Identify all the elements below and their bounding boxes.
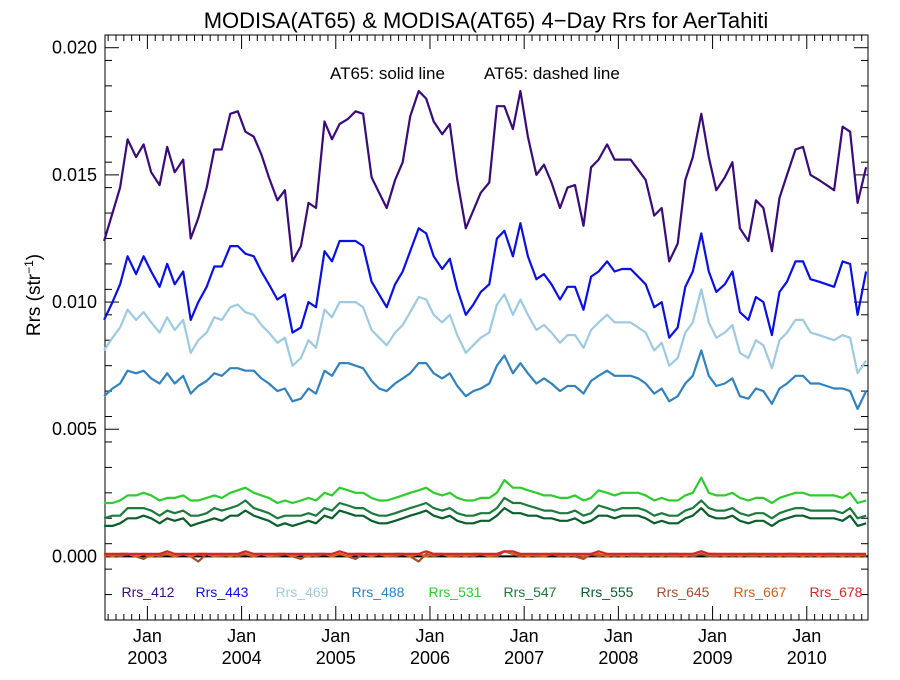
- y-axis-label: Rrs (str−1): [22, 254, 45, 336]
- x-month-label: Jan: [510, 626, 539, 646]
- y-axis-label-main: Rrs (str: [24, 273, 45, 336]
- y-tick-label: 0.005: [52, 419, 97, 439]
- legend-label: Rrs_531: [429, 584, 482, 600]
- legend-label: Rrs_412: [122, 584, 175, 600]
- x-year-label: 2009: [693, 648, 733, 668]
- series-line-rrs-667: [103, 550, 867, 558]
- chart-title: MODISA(AT65) & MODISA(AT65) 4−Day Rrs fo…: [204, 8, 769, 33]
- series-line-rrs-678: [104, 550, 867, 556]
- x-year-label: 2007: [504, 648, 544, 668]
- y-axis-label-close: ): [24, 254, 45, 260]
- x-month-label: Jan: [604, 626, 633, 646]
- series-line-rrs-412: [103, 89, 868, 263]
- series-line-rrs-443: [103, 222, 868, 339]
- series-line-rrs-547: [103, 496, 867, 520]
- legend-label: Rrs_547: [504, 584, 557, 600]
- plot-layer: 0.0000.0050.0100.0150.020Jan2003Jan2004J…: [52, 34, 869, 668]
- annotation-solid: AT65: solid line: [330, 64, 445, 83]
- legend-label: Rrs_645: [657, 584, 710, 600]
- plot-frame: [104, 34, 869, 621]
- y-tick-label: 0.010: [52, 292, 97, 312]
- x-year-label: 2010: [787, 648, 827, 668]
- x-month-label: Jan: [321, 626, 350, 646]
- legend-label: Rrs_555: [581, 584, 634, 600]
- x-month-label: Jan: [698, 626, 727, 646]
- x-month-label: Jan: [415, 626, 444, 646]
- x-month-label: Jan: [227, 626, 256, 646]
- series-line-rrs-555: [104, 507, 867, 528]
- series-line-rrs-531: [104, 476, 867, 505]
- legend-label: Rrs_667: [734, 584, 787, 600]
- x-year-label: 2005: [316, 648, 356, 668]
- series-line-rrs-469: [103, 288, 868, 375]
- legend-label: Rrs_443: [196, 584, 249, 600]
- annotation-dashed: AT65: dashed line: [484, 64, 620, 83]
- series-line-rrs-488: [103, 349, 868, 410]
- legend-label: Rrs_678: [810, 584, 863, 600]
- x-month-label: Jan: [792, 626, 821, 646]
- x-year-label: 2004: [222, 648, 262, 668]
- legend-label: Rrs_488: [352, 584, 405, 600]
- y-tick-label: 0.020: [52, 38, 97, 58]
- legend-label: Rrs_469: [276, 584, 329, 600]
- x-year-label: 2003: [127, 648, 167, 668]
- x-month-label: Jan: [133, 626, 162, 646]
- x-year-label: 2006: [410, 648, 450, 668]
- y-tick-label: 0.015: [52, 165, 97, 185]
- y-axis-label-sup: −1: [22, 260, 36, 274]
- y-tick-label: 0.000: [52, 546, 97, 566]
- x-year-label: 2008: [598, 648, 638, 668]
